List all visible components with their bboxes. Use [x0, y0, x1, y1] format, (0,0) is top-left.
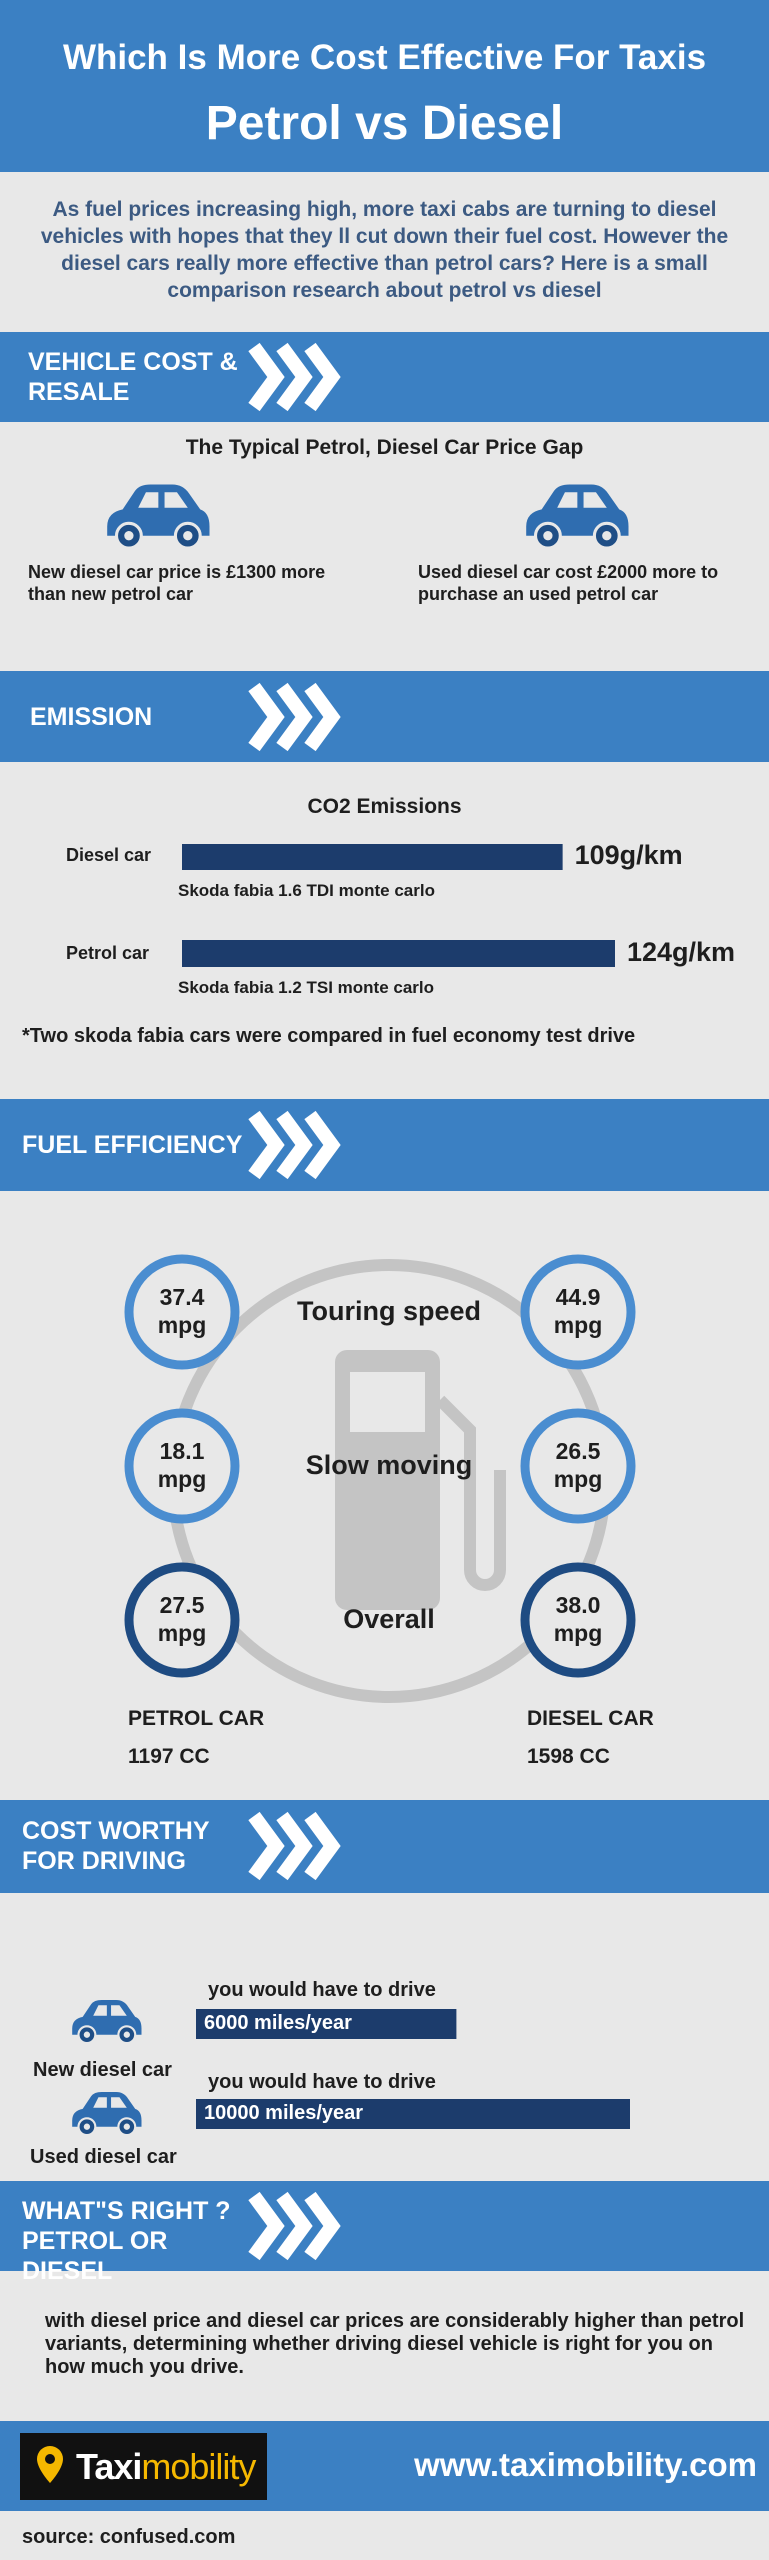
mpg-ring	[124, 1254, 240, 1370]
car-icon	[105, 482, 212, 550]
section-heading: EMISSION	[30, 703, 153, 731]
value-label: 10000 miles/year	[204, 2102, 364, 2124]
mpg-value: 37.4 mpg	[157, 1284, 207, 1338]
mpg-ring	[124, 1408, 240, 1524]
section-heading: COST WORTHY FOR DRIVING	[22, 1817, 210, 1875]
section-band	[0, 1800, 769, 1893]
value-label: 124g/km	[627, 937, 736, 967]
logo-suffix: mobility	[141, 2446, 256, 2487]
car-name: PETROL CAR	[128, 1707, 265, 1730]
caption: you would have to drive	[208, 1979, 436, 2001]
bar-label: Petrol car	[66, 943, 150, 963]
mpg-value: 26.5 mpg	[553, 1438, 603, 1492]
mpg-value: 18.1 mpg	[157, 1438, 207, 1492]
logo-pin-hole	[45, 2454, 55, 2464]
car-type: New diesel car	[33, 2059, 172, 2081]
mpg-ring	[520, 1562, 636, 1678]
chart-title: CO2 Emissions	[307, 795, 462, 818]
car-type: Used diesel car	[30, 2146, 177, 2168]
caption: you would have to drive	[208, 2071, 436, 2093]
subtitle: Petrol vs Diesel	[205, 97, 564, 150]
price-note: New diesel car price is £1300 more than …	[28, 562, 326, 604]
section-heading: WHAT"S RIGHT ? PETROL OR DIESEL	[22, 2197, 231, 2285]
car-name: DIESEL CAR	[527, 1707, 654, 1730]
section-band	[0, 671, 769, 762]
bar	[196, 2099, 630, 2129]
section-band	[0, 2181, 769, 2271]
section-band	[0, 1099, 769, 1191]
footnote: *Two skoda fabia cars were compared in f…	[22, 1025, 636, 1047]
condition-label: Slow moving	[305, 1450, 473, 1480]
bar-label: Diesel car	[66, 845, 152, 865]
title: Which Is More Cost Effective For Taxis	[62, 38, 707, 77]
model: Skoda fabia 1.2 TSI monte carlo	[178, 978, 435, 997]
section-heading: VEHICLE COST & RESALE	[28, 348, 238, 406]
mpg-ring	[520, 1254, 636, 1370]
mpg-ring	[124, 1562, 240, 1678]
model: Skoda fabia 1.6 TDI monte carlo	[178, 881, 435, 900]
value-label: 6000 miles/year	[204, 2012, 352, 2034]
condition-label: Overall	[343, 1604, 435, 1634]
section-heading: FUEL EFFICIENCY	[22, 1131, 243, 1159]
subheading: The Typical Petrol, Diesel Car Price Gap	[185, 436, 584, 459]
bar	[182, 844, 563, 870]
conclusion-text: with diesel price and diesel car prices …	[45, 2310, 745, 2378]
mpg-ring	[520, 1408, 636, 1524]
mpg-value: 38.0 mpg	[553, 1592, 603, 1646]
source: source: confused.com	[22, 2526, 236, 2548]
header-band	[0, 0, 769, 172]
mpg-value: 44.9 mpg	[553, 1284, 603, 1338]
logo-prefix: Taxi	[76, 2446, 142, 2487]
logo-pin	[37, 2446, 63, 2483]
website: www.taximobility.com	[414, 2446, 757, 2483]
condition-label: Touring speed	[296, 1296, 481, 1326]
car-icon	[71, 2091, 143, 2137]
intro: As fuel prices increasing high, more tax…	[40, 198, 729, 302]
car-icon	[524, 482, 631, 550]
car-icon	[71, 1999, 143, 2045]
engine: 1197 CC	[128, 1745, 210, 1768]
value-label: 109g/km	[574, 840, 683, 870]
mpg-value: 27.5 mpg	[157, 1592, 207, 1646]
section-band	[0, 332, 769, 422]
logo: Taximobility	[76, 2446, 256, 2488]
engine: 1598 CC	[527, 1745, 610, 1768]
bar	[196, 2009, 457, 2039]
price-note: Used diesel car cost £2000 more to purch…	[418, 562, 719, 604]
bar	[182, 940, 615, 967]
